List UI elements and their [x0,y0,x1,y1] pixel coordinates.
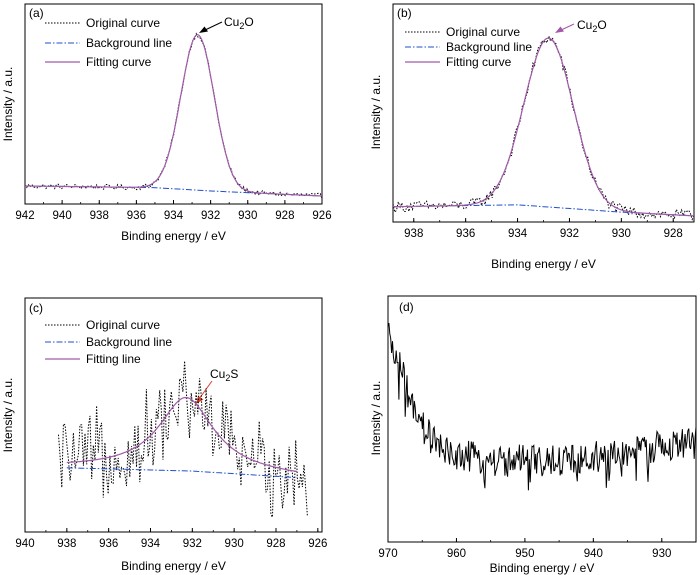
y-axis-title: Intensity / a.u. [369,381,383,456]
original-curve [24,32,323,199]
x-axis-title: Binding energy / eV [491,257,596,271]
x-tick-label: 932 [560,228,579,240]
x-tick-label: 926 [312,210,331,222]
original-curve [392,34,695,221]
panel-label: (a) [29,6,44,20]
y-axis-title: Intensity / a.u. [369,75,383,150]
annotation-arrowhead [196,396,204,404]
y-axis-title: Intensity / a.u. [1,378,15,453]
legend-label: Background line [446,40,532,54]
panel-a: (a) Binding energy / eV Intensity / a.u.… [1,3,332,243]
legend-label: Original curve [86,318,160,332]
annotation-arrowhead [199,26,208,33]
x-tick-label: 942 [15,210,34,222]
legend-label: Fitting curve [86,55,152,69]
x-tick-label: 938 [57,538,76,550]
peak-annotation: Cu2S [196,367,238,404]
panel-d: (d) Binding energy / eV Intensity / a.u.… [369,295,697,575]
x-tick-label: 934 [508,228,528,240]
x-tick-label: 938 [90,210,109,222]
legend: Original curve Background line Fitting c… [405,25,532,69]
legend-label: Original curve [86,16,160,30]
fitting-curve [66,396,298,473]
x-tick-label: 934 [164,210,184,222]
fitting-curve [392,37,694,217]
plot-frame [24,297,323,533]
x-tick-label: 926 [308,538,327,550]
x-axis-title: Binding energy / eV [121,559,226,573]
x-tick-label: 934 [141,538,161,550]
peak-annotation: Cu2O [555,18,607,34]
x-tick-label: 940 [53,210,72,222]
plot-frame [387,295,697,543]
x-tick-label: 928 [275,210,294,222]
legend-label: Fitting curve [446,55,512,69]
annotation-label: Cu2O [577,18,607,34]
x-axis-title: Binding energy / eV [121,229,226,243]
plot-frame [392,3,695,223]
panel-c: (c) Binding energy / eV Intensity / a.u.… [1,297,327,573]
x-tick-label: 960 [447,548,466,560]
x-tick-label: 930 [238,210,257,222]
x-tick-label: 928 [266,538,285,550]
x-tick-label: 936 [456,228,475,240]
original-curve [58,360,308,519]
annotation-label: Cu2S [210,367,238,383]
background-line [66,467,297,479]
legend-label: Fitting line [86,352,141,366]
x-tick-label: 970 [378,548,397,560]
annotation-label: Cu2O [224,15,254,31]
x-tick-label: 938 [404,228,423,240]
x-tick-label: 930 [612,228,631,240]
annotation-arrowhead [555,26,564,33]
x-tick-label: 930 [225,538,244,550]
panel-label: (d) [399,300,414,314]
panel-b: (b) Binding energy / eV Intensity / a.u.… [369,3,695,271]
x-tick-label: 940 [15,538,34,550]
y-axis-title: Intensity / a.u. [1,67,15,142]
peak-annotation: Cu2O [199,15,254,33]
x-axis-title: Binding energy / eV [490,561,595,575]
legend: Original curve Background line Fitting c… [45,16,172,69]
x-tick-label: 930 [652,548,671,560]
x-tick-label: 932 [201,210,220,222]
plot-frame [24,3,323,205]
legend-label: Original curve [446,25,520,39]
x-tick-label: 936 [127,210,146,222]
legend-label: Background line [86,36,172,50]
x-tick-label: 940 [584,548,603,560]
legend: Original curve Background line Fitting l… [45,318,172,366]
x-tick-label: 928 [664,228,683,240]
x-tick-label: 950 [515,548,534,560]
x-tick-label: 936 [99,538,118,550]
spectrum-line [387,322,697,491]
panel-label: (c) [29,301,43,315]
fitting-curve [25,34,323,197]
x-tick-label: 932 [183,538,202,550]
panel-label: (b) [397,6,412,20]
legend-label: Background line [86,335,172,349]
